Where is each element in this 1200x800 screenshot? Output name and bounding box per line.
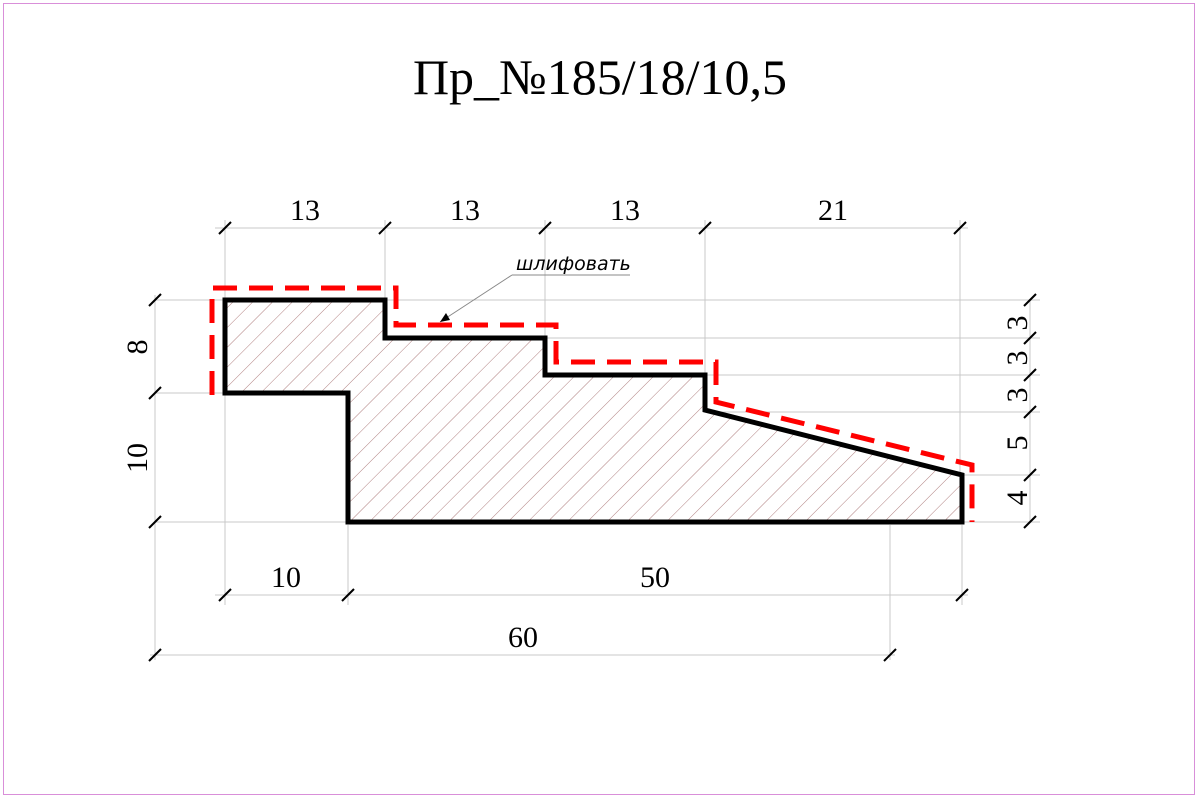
drawing-title: Пр_№185/18/10,5 [412, 49, 788, 105]
dim-left-lower: 10 [121, 443, 154, 473]
dimension-ticks [148, 221, 1037, 662]
dim-top-3: 13 [610, 194, 640, 227]
profile-hatch [225, 300, 962, 522]
dim-right-1: 3 [1001, 316, 1034, 331]
dim-right-3: 3 [1001, 388, 1034, 403]
note-leader [439, 274, 630, 323]
dimension-lines [150, 227, 968, 656]
drawing-frame [3, 3, 1195, 795]
dim-bottom-right: 50 [640, 561, 670, 594]
dim-top-2: 13 [450, 194, 480, 227]
dim-right-5: 4 [1001, 491, 1034, 506]
dim-right-4: 5 [1001, 436, 1034, 451]
dim-top-1: 13 [290, 194, 320, 227]
dim-bottom-total: 60 [508, 621, 538, 654]
dim-right-2: 3 [1001, 351, 1034, 366]
grind-line [209, 285, 975, 522]
dim-bottom-left: 10 [271, 561, 301, 594]
dim-left-upper: 8 [121, 340, 154, 355]
dim-top-4: 21 [818, 194, 848, 227]
profile-outline [222, 297, 965, 525]
grind-note: шлифовать [516, 253, 631, 275]
